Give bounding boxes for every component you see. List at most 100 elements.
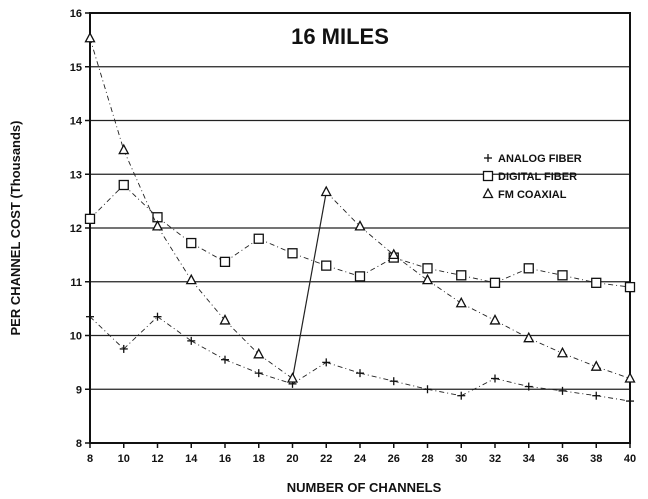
axes: 8 9 10 11 12 13 14 15 16 8 10 12 14 16 18 20 22 24 26 28 30 3… [70, 8, 636, 465]
x-tick-label: 16 [219, 453, 231, 465]
series-segment [157, 316, 192, 342]
y-tick-label: 12 [70, 223, 82, 235]
x-tick-label: 22 [320, 453, 332, 465]
series-segment [291, 191, 327, 379]
data-point [423, 385, 432, 394]
data-point [457, 391, 466, 400]
series-fm-coaxial [84, 31, 636, 383]
y-tick-label: 9 [76, 384, 82, 396]
data-point [322, 358, 331, 367]
series-segment [89, 184, 125, 220]
series-digital-fiber [84, 179, 636, 293]
data-point [253, 347, 265, 359]
data-point [118, 179, 129, 191]
legend-label: ANALOG FIBER [498, 153, 582, 165]
y-axis-title: PER CHANNEL COST (Thousands) [8, 121, 23, 336]
data-point [624, 281, 636, 293]
data-point [118, 143, 130, 155]
data-point [354, 219, 366, 231]
series-segment [123, 184, 158, 218]
x-tick-label: 30 [455, 453, 467, 465]
series-segment [461, 378, 496, 397]
series-segment [157, 226, 192, 281]
data-point [151, 219, 164, 231]
series-segment [89, 38, 125, 151]
series-segment [359, 257, 394, 277]
data-point [84, 213, 96, 225]
series-segment [427, 279, 462, 304]
series-segment [224, 359, 259, 374]
data-point [219, 314, 231, 325]
series-segment [325, 191, 361, 227]
grid-lines [90, 66, 630, 390]
data-point [321, 260, 332, 271]
series-segment [494, 378, 529, 388]
series-segment [427, 267, 462, 276]
series-segment [89, 316, 125, 350]
data-point [219, 256, 231, 268]
series-segment [528, 267, 563, 276]
data-point [388, 248, 400, 260]
data-point [590, 360, 602, 371]
data-point [422, 263, 433, 274]
series-segment [461, 302, 496, 321]
x-tick-label: 14 [185, 453, 198, 465]
x-tick-label: 20 [286, 453, 298, 465]
legend-marker-triangle [482, 187, 494, 199]
series-segment [292, 361, 327, 385]
data-point [524, 382, 533, 391]
data-point [557, 270, 568, 281]
series-segment [190, 279, 226, 321]
series-segment [596, 366, 631, 379]
series-segment [562, 390, 597, 397]
y-tick-label: 16 [70, 8, 82, 20]
series-segment [528, 386, 563, 392]
series-segment [427, 388, 462, 397]
series-segment [359, 372, 394, 382]
data-point [320, 185, 332, 197]
data-point [254, 369, 263, 378]
data-point [523, 331, 535, 343]
data-point [221, 355, 229, 364]
data-point [489, 277, 501, 288]
series-segment [123, 316, 158, 350]
x-tick-label: 8 [87, 453, 93, 465]
data-point [253, 233, 264, 244]
data-point [153, 312, 162, 321]
legend: ANALOG FIBER DIGITAL FIBER FM COAXIAL [482, 153, 582, 201]
labels: 16 MILES NUMBER OF CHANNELS PER CHANNEL … [8, 24, 442, 495]
data-point [356, 369, 364, 378]
data-point [187, 336, 196, 345]
plot-frame [89, 12, 631, 444]
x-tick-label: 18 [253, 453, 265, 465]
series-segment [326, 361, 361, 374]
x-tick-label: 34 [523, 453, 536, 465]
y-tick-label: 14 [70, 116, 83, 128]
x-tick-label: 26 [388, 453, 400, 465]
data-point [592, 391, 601, 400]
data-point [489, 314, 501, 325]
data-point [287, 248, 298, 259]
data-point [523, 263, 534, 274]
x-tick-label: 24 [354, 453, 367, 465]
series-segment [528, 337, 563, 354]
data-point [421, 273, 434, 285]
data-point [556, 346, 569, 358]
series-segment [596, 395, 631, 402]
data-point [354, 271, 366, 282]
series-segment [123, 149, 158, 227]
series-analog-fiber [86, 312, 634, 406]
x-tick-label: 40 [624, 453, 636, 465]
series-segment [393, 380, 428, 390]
x-tick-label: 38 [590, 453, 602, 465]
x-tick-label: 28 [421, 453, 433, 465]
data-point [491, 374, 499, 383]
x-axis-title: NUMBER OF CHANNELS [287, 480, 442, 495]
data-point [626, 397, 634, 406]
series-segment [224, 238, 260, 263]
series-segment [562, 274, 597, 284]
data-point [286, 372, 299, 383]
y-tick-label: 13 [70, 169, 82, 181]
data-point [119, 344, 128, 353]
